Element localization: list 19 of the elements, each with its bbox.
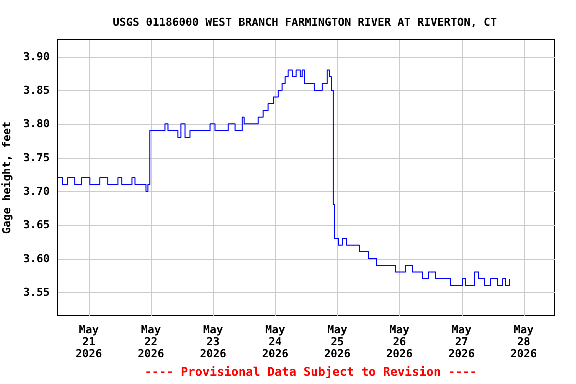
x-tick-label: May 25 2026 xyxy=(324,324,352,360)
text: ---- Provisional Data Subject to Revision ---- xyxy=(144,365,478,379)
x-tick-label: May 22 2026 xyxy=(138,324,165,360)
y-tick-label: 3.90 xyxy=(24,50,50,64)
chart-title: USGS 01186000 WEST BRANCH FARMINGTON RIVER AT RIVERTON, CT xyxy=(112,16,498,29)
y-tick-label: 3.75 xyxy=(24,151,50,164)
x-tick-label: May 21 2026 xyxy=(76,324,103,360)
y-tick-label: 3.65 xyxy=(24,218,50,232)
x-tick-label: May 27 2026 xyxy=(448,324,476,360)
x-tick-label: May 28 2026 xyxy=(510,324,538,360)
x-tick-label: May 26 2026 xyxy=(386,324,414,360)
x-tick-label: May 23 2026 xyxy=(200,324,227,360)
y-tick-label: 3.60 xyxy=(24,252,50,266)
y-tick-label: 3.80 xyxy=(24,118,50,131)
y-axis-title: Gage height, feet xyxy=(0,122,14,234)
y-tick-label: 3.85 xyxy=(24,84,50,97)
y-tick-label: 3.55 xyxy=(24,286,50,299)
y-tick-label: 3.70 xyxy=(24,184,50,198)
x-tick-label: May 24 2026 xyxy=(262,324,290,360)
